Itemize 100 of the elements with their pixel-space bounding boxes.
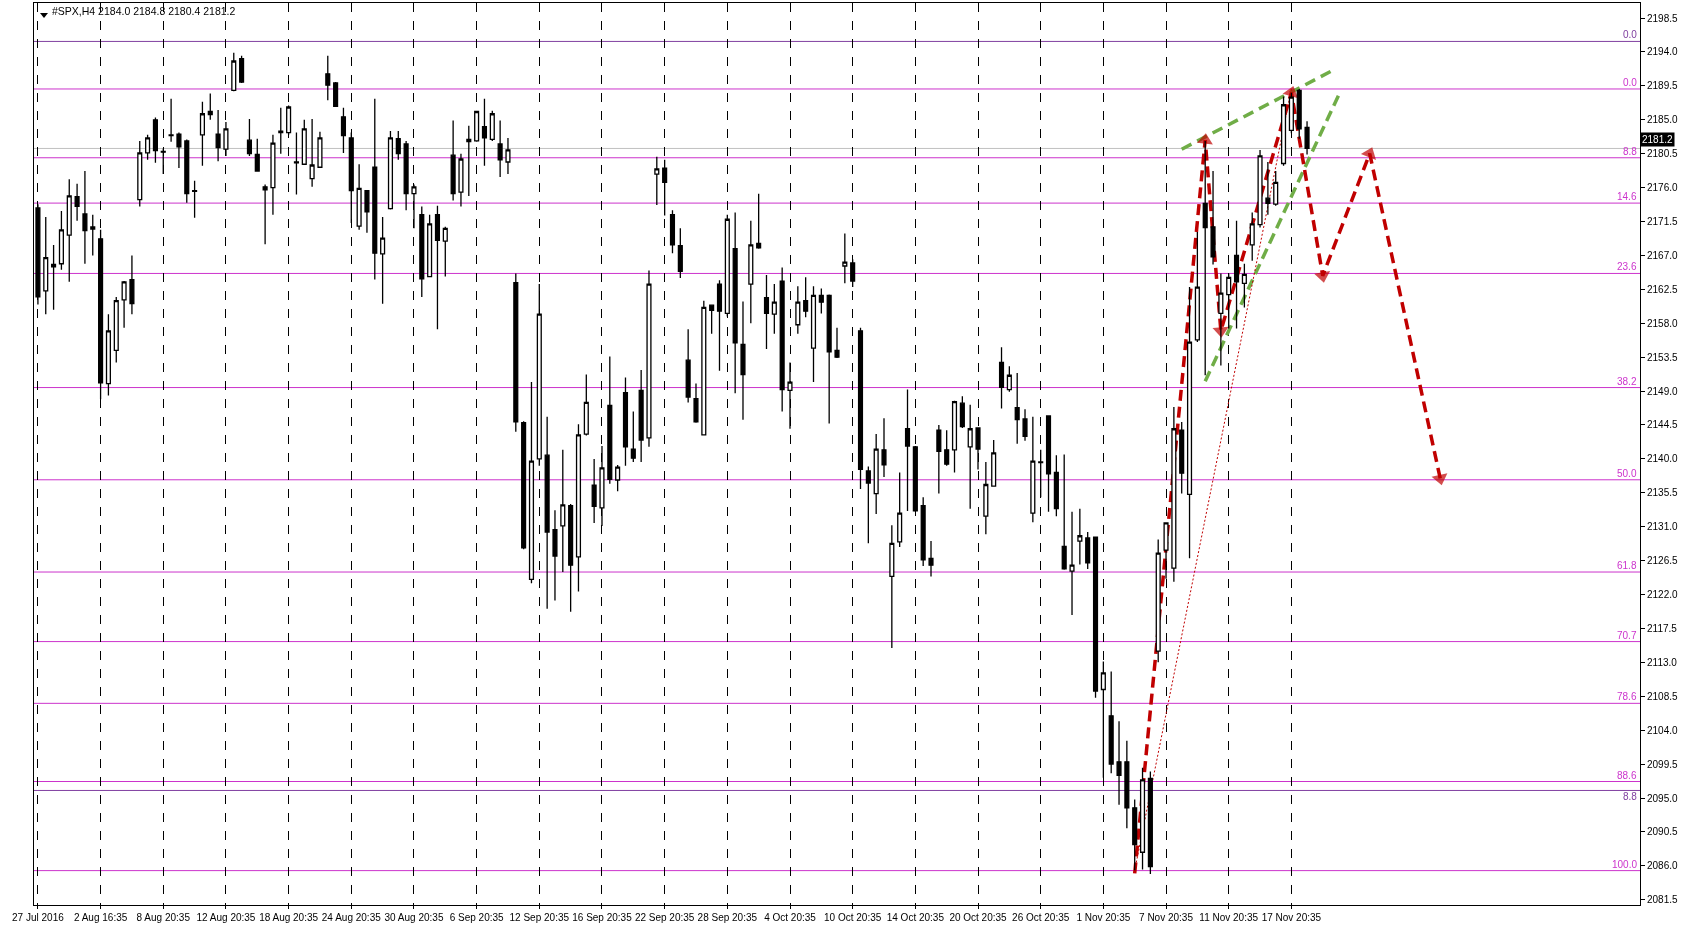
candlestick bbox=[207, 92, 213, 121]
y-tick-label: 2167.0 bbox=[1647, 249, 1679, 261]
candlestick bbox=[317, 131, 323, 169]
candlestick bbox=[145, 134, 151, 161]
candlestick bbox=[615, 464, 621, 492]
x-tick-label: 6 Sep 20:35 bbox=[449, 912, 505, 923]
candlestick bbox=[1273, 170, 1279, 207]
candlestick bbox=[709, 303, 715, 335]
ref-line-label: 0.0 bbox=[1623, 77, 1638, 88]
candlestick bbox=[881, 417, 887, 478]
candlestick bbox=[1116, 720, 1122, 806]
ref-line-label: 100.0 bbox=[1612, 859, 1638, 870]
candlestick bbox=[121, 280, 127, 329]
candlestick bbox=[1218, 272, 1224, 367]
x-tick-label: 8 Aug 20:35 bbox=[136, 912, 191, 923]
y-tick-label: 2158.0 bbox=[1647, 317, 1679, 329]
candlestick bbox=[544, 416, 550, 610]
candlestick bbox=[262, 183, 268, 245]
candlestick bbox=[489, 110, 495, 142]
point bbox=[1431, 473, 1448, 486]
y-tick-label: 2086.0 bbox=[1647, 860, 1679, 872]
candlestick bbox=[1280, 95, 1287, 167]
candlestick bbox=[113, 296, 119, 364]
candlestick bbox=[936, 424, 942, 495]
candlestick bbox=[716, 279, 723, 372]
candlestick bbox=[1108, 670, 1114, 774]
candlestick bbox=[1092, 535, 1099, 699]
x-tick-label: 18 Aug 20:35 bbox=[259, 912, 319, 923]
candlestick bbox=[630, 410, 636, 463]
candlestick bbox=[607, 355, 613, 485]
y-tick-label: 2090.5 bbox=[1647, 826, 1679, 838]
candlestick bbox=[1132, 798, 1138, 871]
candlestick bbox=[662, 159, 668, 217]
candlestick bbox=[889, 524, 895, 649]
x-tick-label: 17 Nov 20:35 bbox=[1261, 912, 1322, 923]
candlestick bbox=[239, 55, 245, 84]
x-tick-label: 28 Sep 20:35 bbox=[697, 912, 758, 923]
ref-line-label: 8.8 bbox=[1623, 146, 1638, 157]
candlestick bbox=[481, 98, 488, 167]
y-tick-label: 2176.0 bbox=[1647, 182, 1679, 194]
candlestick bbox=[1045, 414, 1052, 513]
candlestick bbox=[1053, 454, 1059, 517]
x-tick-label: 27 Jul 2016 bbox=[12, 912, 65, 923]
y-tick-label: 2180.5 bbox=[1647, 148, 1679, 160]
y-tick-label: 2149.0 bbox=[1647, 385, 1679, 397]
candlestick bbox=[497, 119, 503, 178]
candlestick bbox=[1249, 211, 1255, 262]
candlestick bbox=[528, 381, 535, 584]
x-tick-label: 26 Oct 20:35 bbox=[1012, 912, 1070, 923]
candlestick bbox=[638, 369, 644, 463]
candlestick bbox=[419, 205, 425, 298]
candlestick bbox=[74, 183, 80, 222]
candlestick bbox=[152, 116, 158, 164]
candlestick bbox=[842, 232, 848, 284]
candlestick bbox=[66, 178, 72, 283]
candlestick bbox=[1233, 220, 1240, 330]
candlestick bbox=[575, 423, 582, 593]
y-tick-label: 2117.5 bbox=[1647, 622, 1678, 634]
y-tick-label: 2131.0 bbox=[1647, 521, 1679, 533]
candlestick bbox=[1296, 88, 1302, 140]
candlestick bbox=[254, 137, 260, 173]
candlestick bbox=[787, 361, 793, 430]
candlestick bbox=[293, 131, 300, 196]
candlestick bbox=[810, 285, 817, 383]
x-tick-label: 4 Oct 20:35 bbox=[764, 912, 817, 923]
candlestick bbox=[380, 216, 386, 305]
candlestick bbox=[505, 137, 511, 175]
candlestick bbox=[865, 465, 871, 544]
candlestick bbox=[1124, 740, 1130, 829]
candlestick bbox=[168, 98, 174, 143]
annotation: 8.8 bbox=[1623, 791, 1638, 802]
candlestick bbox=[967, 403, 973, 510]
x-tick-label: 2 Aug 16:35 bbox=[73, 912, 128, 923]
candlestick bbox=[176, 131, 182, 169]
candlestick bbox=[536, 283, 542, 467]
y-tick-label: 2126.5 bbox=[1647, 555, 1679, 567]
x-tick-label: 11 Nov 20:35 bbox=[1199, 912, 1259, 923]
x-tick-label: 20 Oct 20:35 bbox=[949, 912, 1008, 923]
y-tick-label: 2162.5 bbox=[1647, 283, 1679, 295]
candlestick bbox=[333, 81, 339, 108]
candlestick bbox=[513, 272, 519, 433]
candlestick bbox=[372, 98, 378, 281]
x-tick-label: 7 Nov 20:35 bbox=[1139, 912, 1194, 923]
candlestick bbox=[1014, 372, 1020, 445]
candlestick bbox=[677, 227, 683, 279]
y-tick-label: 2104.0 bbox=[1647, 724, 1679, 736]
candlestick bbox=[1155, 538, 1161, 664]
candlestick bbox=[474, 110, 480, 143]
candlestick bbox=[779, 266, 785, 413]
y-tick-label: 2185.0 bbox=[1647, 114, 1679, 126]
y-tick-label: 2189.5 bbox=[1647, 80, 1679, 92]
x-tick-label: 10 Oct 20:35 bbox=[824, 912, 882, 923]
candlestick bbox=[215, 109, 221, 162]
candlestick bbox=[560, 449, 566, 573]
candlestick bbox=[434, 205, 441, 330]
candlestick bbox=[646, 269, 652, 448]
annotation: 0.0 bbox=[1623, 29, 1638, 40]
candlestick bbox=[223, 121, 229, 157]
candlestick bbox=[1069, 511, 1075, 616]
y-tick-label: 2140.0 bbox=[1647, 453, 1679, 465]
